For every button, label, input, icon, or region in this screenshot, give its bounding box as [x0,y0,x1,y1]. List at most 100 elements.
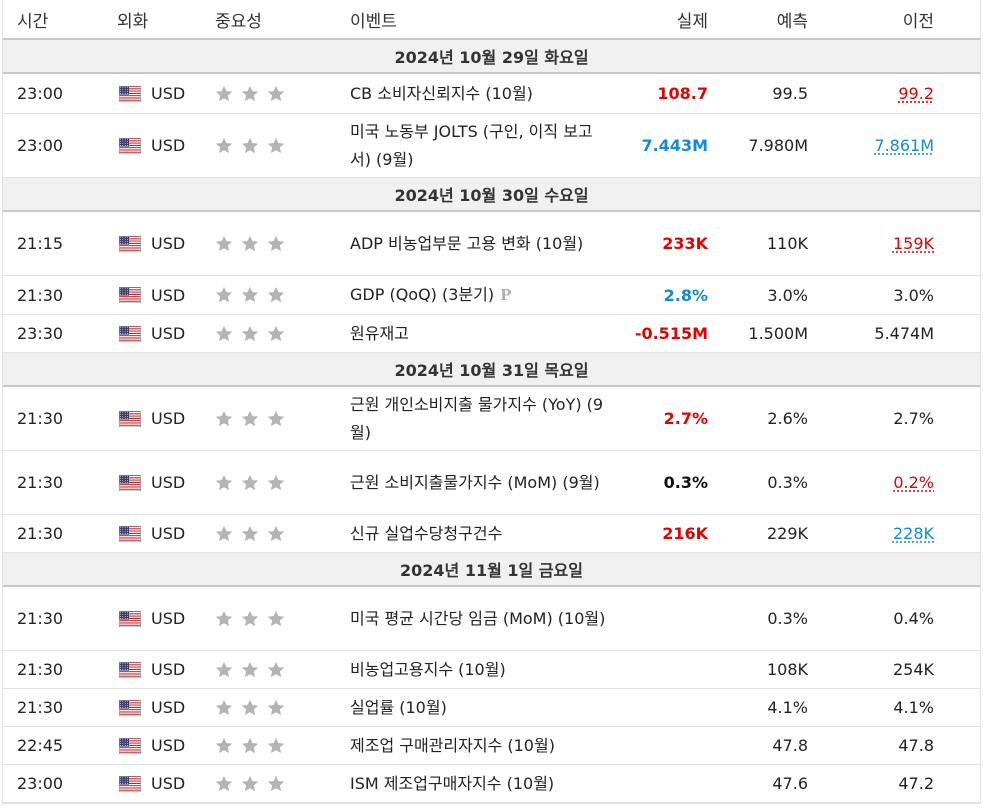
event-name[interactable]: GDP (QoQ) (3분기) [350,285,495,304]
us-flag-icon [119,610,141,627]
previous-cell: 4.1% [808,698,934,717]
us-flag-icon [119,661,141,678]
currency-code: USD [151,234,186,253]
table-row[interactable]: 21:15 USD ADP 비농업부문 고용 변화 (10월) 233K 110K 159… [3,212,980,276]
previous-cell: 3.0% [808,286,934,305]
table-row[interactable]: 23:30 USD 원유재고 -0.515M 1.500M 5.474M [3,315,980,353]
date-row: 2024년 11월 1일 금요일 [3,553,980,587]
event-time: 21:30 [17,473,64,492]
star-icon [241,737,259,753]
previous-cell: 99.2 [808,84,934,103]
currency-cell: USD [103,609,201,628]
header-importance[interactable]: 중요성 [215,11,262,32]
event-name[interactable]: ADP 비농업부문 고용 변화 (10월) [350,233,584,253]
table-row[interactable]: 21:30 USD 실업률 (10월) 4.1% 4.1% [3,689,980,727]
actual-value: 7.443M [641,136,708,155]
previous-cell: 0.2% [808,473,934,492]
table-row[interactable]: 21:30 USD 신규 실업수당청구건수 216K 229K 228K [3,515,980,553]
event-time: 23:30 [17,324,64,343]
event-name[interactable]: 근원 개인소비지출 물가지수 (YoY) (9월) [350,394,604,442]
previous-cell: 254K [808,660,934,679]
previous-value[interactable]: 0.2% [893,473,934,492]
star-icon [241,661,259,677]
event-name-cell: 실업률 (10월) [336,694,608,722]
forecast-value: 0.3% [767,609,808,628]
event-name[interactable]: CB 소비자신뢰지수 (10월) [350,83,533,103]
actual-value: 2.8% [663,285,708,305]
event-name[interactable]: 신규 실업수당청구건수 [350,523,503,543]
event-name[interactable]: 실업률 (10월) [350,697,447,717]
star-icon [215,410,233,426]
star-icon [215,525,233,541]
header-event[interactable]: 이벤트 [350,11,397,32]
event-name-cell: 미국 노동부 JOLTS (구인, 이직 보고서) (9월) [336,118,608,174]
currency-code: USD [151,285,186,305]
event-name[interactable]: 근원 소비지출물가지수 (MoM) (9월) [350,472,600,492]
table-row[interactable]: 23:00 USD 미국 노동부 JOLTS (구인, 이직 보고서) (9월) 7.… [3,114,980,178]
importance-stars [201,774,336,794]
star-icon [267,410,285,426]
event-name-cell: 비농업고용지수 (10월) [336,656,608,684]
star-icon [215,775,233,791]
event-name[interactable]: 미국 노동부 JOLTS (구인, 이직 보고서) (9월) [350,121,593,169]
event-name[interactable]: 제조업 구매관리자지수 (10월) [350,735,555,755]
previous-value[interactable]: 99.2 [898,84,934,103]
previous-cell: 5.474M [808,324,934,343]
importance-stars [201,84,336,104]
header-currency[interactable]: 외화 [117,11,149,32]
star-icon [267,699,285,715]
currency-cell: USD [103,774,201,793]
header-previous[interactable]: 이전 [902,11,934,32]
event-name-cell: 신규 실업수당청구건수 [336,520,608,548]
currency-cell: USD [103,698,201,717]
currency-cell: USD [103,524,201,543]
event-name[interactable]: ISM 제조업구매자지수 (10월) [350,773,555,793]
star-icon [267,235,285,251]
actual-value: 216K [662,524,708,543]
currency-code: USD [151,736,186,755]
header-time[interactable]: 시간 [17,11,49,32]
table-row[interactable]: 22:45 USD 제조업 구매관리자지수 (10월) 47.8 47.8 [3,727,980,765]
event-time: 21:30 [17,660,64,679]
previous-value: 5.474M [874,324,934,343]
star-icon [267,474,285,490]
forecast-value: 108K [766,660,808,679]
table-row[interactable]: 21:30 USD 근원 소비지출물가지수 (MoM) (9월) 0.3% 0.3% 0.… [3,451,980,515]
header-forecast[interactable]: 예측 [776,11,808,32]
us-flag-icon [119,737,141,754]
previous-value: 3.0% [893,285,934,305]
star-icon [241,474,259,490]
currency-code: USD [151,136,186,155]
header-actual[interactable]: 실제 [676,11,708,32]
event-time: 23:00 [17,84,64,103]
event-name[interactable]: 비농업고용지수 (10월) [350,659,506,679]
event-name[interactable]: 원유재고 [350,323,409,343]
actual-value: 108.7 [657,84,708,103]
event-time: 21:30 [17,698,64,717]
table-row[interactable]: 23:00 USD CB 소비자신뢰지수 (10월) 108.7 99.5 99.2 [3,74,980,114]
event-name-cell: 제조업 구매관리자지수 (10월) [336,732,608,760]
event-time: 21:30 [17,524,64,543]
currency-cell: USD [103,234,201,253]
forecast-value: 2.6% [767,409,808,428]
event-time: 21:30 [17,285,64,305]
us-flag-icon [119,235,141,252]
event-time: 21:15 [17,234,64,253]
star-icon [215,661,233,677]
importance-stars [201,285,336,305]
currency-code: USD [151,409,186,428]
table-row[interactable]: 21:30 USD GDP (QoQ) (3분기) P 2.8% 3.0% 3.0% [3,276,980,315]
event-name-cell: 미국 평균 시간당 임금 (MoM) (10월) [336,605,608,633]
star-icon [241,610,259,626]
event-name[interactable]: 미국 평균 시간당 임금 (MoM) (10월) [350,608,606,628]
table-row[interactable]: 23:00 USD ISM 제조업구매자지수 (10월) 47.6 47.2 [3,765,980,803]
currency-cell: USD [103,286,201,305]
table-row[interactable]: 21:30 USD 근원 개인소비지출 물가지수 (YoY) (9월) 2.7% 2.6… [3,387,980,451]
table-row[interactable]: 21:30 USD 비농업고용지수 (10월) 108K 254K [3,651,980,689]
currency-cell: USD [103,473,201,492]
previous-value[interactable]: 228K [892,524,934,543]
table-row[interactable]: 21:30 USD 미국 평균 시간당 임금 (MoM) (10월) 0.3% 0.4% [3,587,980,651]
previous-value[interactable]: 159K [892,234,934,253]
event-time: 22:45 [17,736,64,755]
previous-value[interactable]: 7.861M [874,136,934,155]
